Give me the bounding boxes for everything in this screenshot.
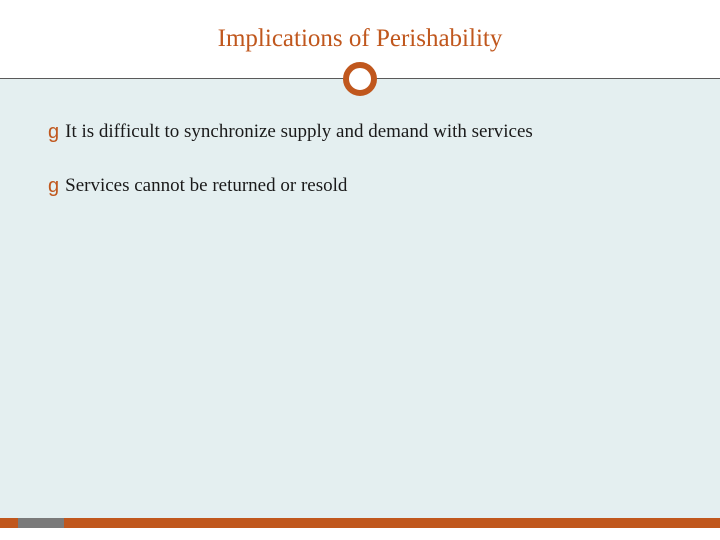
bullet-text: Services cannot be returned or resold [65,173,672,199]
slide-container: Implications of Perishability g It is di… [0,0,720,540]
bullet-item: g Services cannot be returned or resold [48,173,672,199]
bottom-accent-bar [0,518,720,528]
bullet-marker-icon: g [48,119,59,145]
bottom-accent-tab [18,518,64,528]
bullet-text: It is difficult to synchronize supply an… [65,119,672,145]
ring-accent [343,62,377,96]
bullet-marker-icon: g [48,173,59,199]
bullet-item: g It is difficult to synchronize supply … [48,119,672,145]
content-area: g It is difficult to synchronize supply … [0,79,720,519]
slide-title: Implications of Perishability [218,25,503,53]
